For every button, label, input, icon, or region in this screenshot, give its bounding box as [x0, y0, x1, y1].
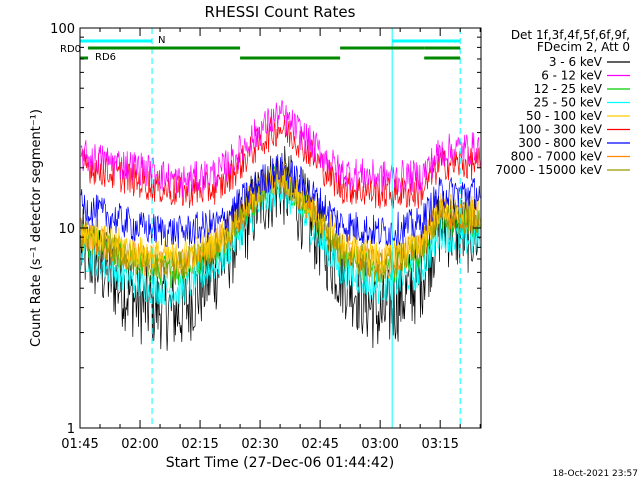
- legend-label-2: 6 - 12 keV: [541, 69, 603, 83]
- flag-bars: N RD0 RD6: [60, 35, 461, 63]
- rd0-label: RD0: [60, 44, 81, 55]
- legend-label-1: 3 - 6 keV: [549, 55, 603, 69]
- legend-label-8: 800 - 7000 keV: [511, 150, 603, 164]
- x-tick-label: 02:45: [301, 437, 338, 452]
- legend-label-5: 50 - 100 keV: [526, 109, 603, 123]
- series-line-7: [80, 152, 481, 249]
- legend-header-line-1: Det 1f,3f,4f,5f,6f,9f,: [511, 28, 630, 42]
- series-line-1: [80, 145, 481, 351]
- legend-label-6: 100 - 300 keV: [518, 123, 602, 137]
- creation-stamp: 18-Oct-2021 23:57: [553, 469, 638, 479]
- legend-header-line-2: FDecim 2, Att 0: [537, 40, 630, 54]
- legend: Det 1f,3f,4f,5f,6f,9f, FDecim 2, Att 0 3…: [495, 28, 630, 177]
- legend-label-7: 300 - 800 keV: [518, 136, 602, 150]
- series-layer: [80, 100, 481, 351]
- x-tick-label: 02:00: [121, 437, 158, 452]
- series-line-9: [80, 163, 481, 284]
- x-tick-label: 03:00: [361, 437, 398, 452]
- legend-label-4: 25 - 50 keV: [534, 96, 603, 110]
- chart-title: RHESSI Count Rates: [205, 3, 356, 21]
- y-axis-label: Count Rate (s⁻¹ detector segment⁻¹): [29, 109, 44, 347]
- y-tick-label: 10: [58, 222, 75, 237]
- y-tick-label: 100: [50, 22, 75, 37]
- series-line-2: [80, 100, 481, 198]
- axes: 01:45 02:00 02:15 02:30 02:45 03:00 03:15 1 10 10…: [50, 22, 481, 452]
- y-tick-label: 1: [67, 422, 75, 437]
- series-line-4: [80, 176, 481, 308]
- x-tick-label: 01:45: [61, 437, 98, 452]
- x-tick-label: 02:15: [181, 437, 218, 452]
- legend-label-9: 7000 - 15000 keV: [495, 163, 602, 177]
- x-tick-label: 03:15: [421, 437, 458, 452]
- night-label: N: [158, 35, 165, 46]
- x-axis-label: Start Time (27-Dec-06 01:44:42): [166, 455, 394, 471]
- legend-label-3: 12 - 25 keV: [534, 82, 603, 96]
- series-line-6: [80, 115, 481, 209]
- rd6-label: RD6: [95, 52, 116, 63]
- x-tick-label: 02:30: [241, 437, 278, 452]
